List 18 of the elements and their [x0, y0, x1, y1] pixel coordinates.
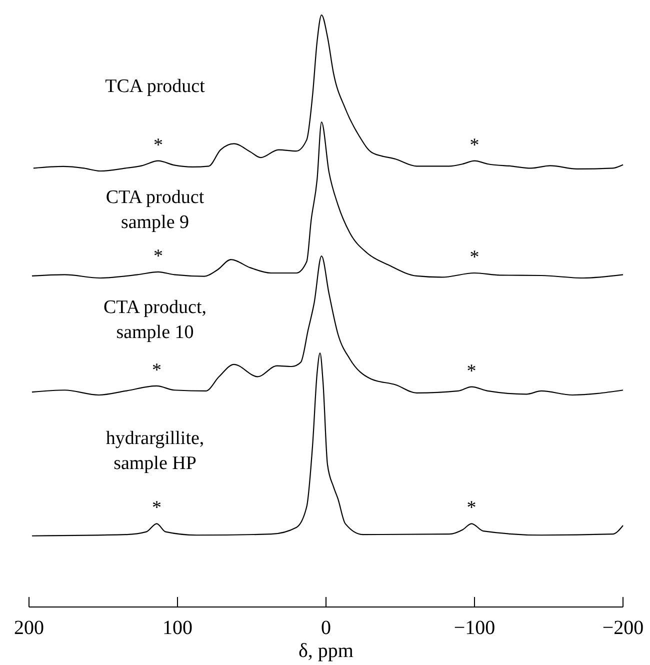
x-tick-label: 100: [162, 617, 192, 639]
text: CTA product, sample 10: [104, 297, 206, 343]
x-axis-title: δ, ppm: [298, 640, 354, 662]
annotation: *: [153, 134, 163, 156]
annotation: *: [470, 134, 480, 156]
annotation: *: [153, 246, 163, 267]
text: CTA product sample 9: [106, 187, 205, 233]
text: hydrargillite, sample HP: [106, 428, 204, 474]
x-tick-label: −100: [454, 617, 496, 639]
annotation: *: [152, 360, 162, 381]
annotation: *: [152, 498, 162, 519]
annotation: *: [466, 498, 476, 519]
x-tick-label: 0: [321, 617, 331, 639]
annotation: *: [466, 360, 476, 382]
text: TCA product: [105, 76, 206, 97]
x-tick-label: −200: [602, 617, 644, 639]
annotation: *: [470, 247, 480, 268]
x-tick-label: 200: [14, 617, 44, 639]
